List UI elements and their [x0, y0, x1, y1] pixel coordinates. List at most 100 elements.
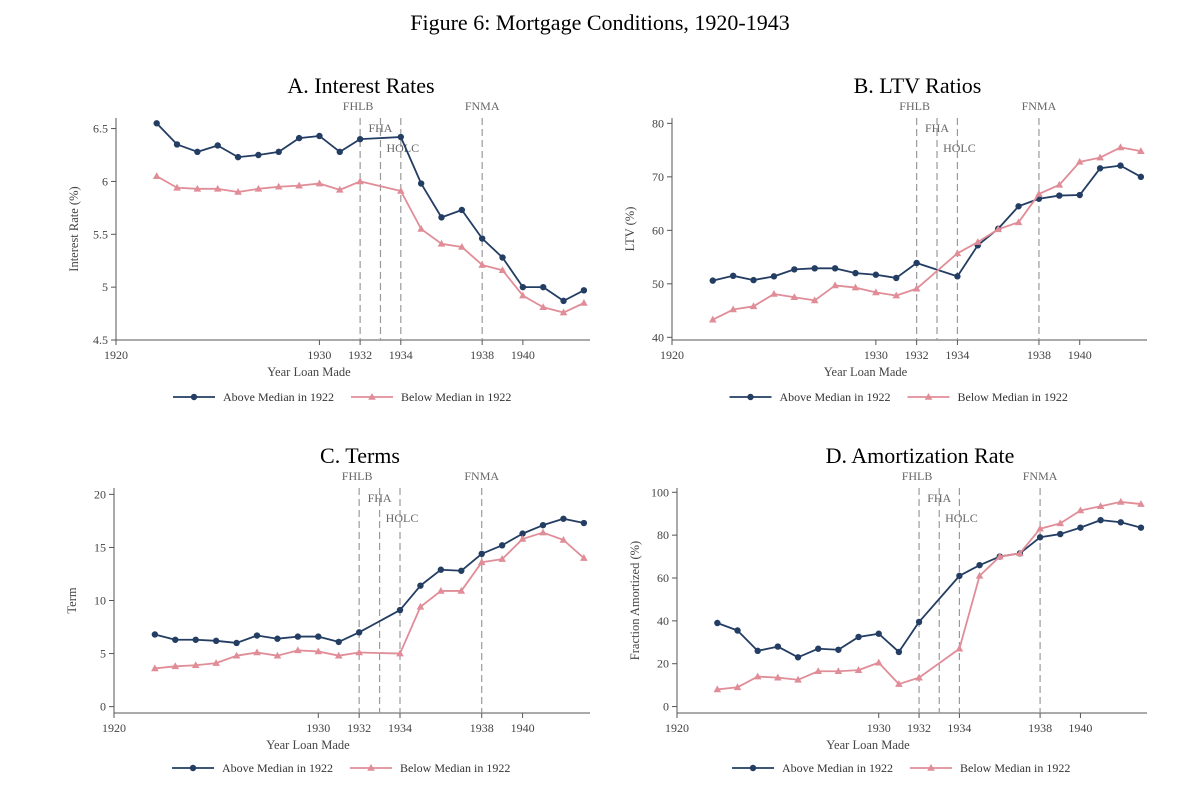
y-tick-label: 0: [100, 700, 106, 714]
data-point-below: [831, 281, 839, 289]
data-point-above: [172, 636, 179, 643]
data-point-below: [519, 291, 527, 299]
y-tick-label: 4.5: [93, 333, 108, 347]
data-point-below: [559, 536, 568, 543]
x-tick-label: 1930: [307, 348, 331, 362]
data-point-below: [955, 644, 964, 652]
data-point-below: [733, 683, 742, 691]
data-point-above: [519, 283, 527, 291]
data-point-above: [1097, 516, 1104, 524]
data-point-above: [714, 619, 721, 627]
policy-label-fhlb: FHLB: [343, 99, 374, 113]
data-point-above: [255, 151, 262, 159]
data-point-below: [1116, 497, 1125, 505]
data-point-below: [854, 666, 863, 673]
y-axis-label: Fraction Amortized (%): [628, 541, 642, 660]
data-point-above: [355, 629, 363, 636]
data-point-above: [437, 566, 445, 573]
policy-label-fhlb: FHLB: [899, 99, 930, 113]
x-tick-label: 1932: [905, 348, 929, 362]
y-tick-label: 20: [94, 487, 106, 501]
data-point-above: [954, 273, 961, 280]
data-point-below: [895, 680, 903, 687]
data-point-above: [729, 272, 737, 280]
data-point-below: [315, 179, 324, 187]
x-tick-label: 1920: [102, 721, 126, 735]
x-tick-label: 1938: [470, 348, 494, 362]
data-point-above: [811, 265, 818, 272]
chart-panel-1: A. Interest Rates 4.5 5 5.5 6 6.5 1920 1930 1932…: [67, 73, 590, 404]
data-point-above: [356, 135, 364, 143]
data-point-above: [1056, 192, 1063, 199]
data-point-below: [498, 555, 506, 562]
legend-label-above: Above Median in 1922: [782, 761, 893, 775]
policy-label-holc: HOLC: [943, 141, 976, 155]
data-point-above: [754, 647, 761, 655]
x-tick-label: 1932: [907, 721, 931, 735]
data-point-above: [234, 153, 242, 161]
data-point-above: [519, 530, 526, 537]
data-point-above: [214, 142, 221, 149]
chart-title: D. Amortization Rate: [826, 443, 1015, 468]
data-point-below: [580, 299, 588, 306]
data-point-below: [872, 288, 880, 296]
data-point-below: [457, 586, 466, 594]
data-point-above: [1057, 530, 1064, 538]
data-point-above: [274, 635, 281, 642]
data-point-below: [193, 184, 202, 192]
x-tick-label: 1940: [1068, 721, 1092, 735]
legend: Above Median in 1922 Below Median in 1922: [172, 761, 510, 775]
data-point-above: [335, 638, 342, 646]
data-point-below: [713, 685, 722, 693]
data-point-below: [295, 181, 303, 189]
x-axis-label: Year Loan Made: [266, 738, 350, 752]
data-point-below: [417, 225, 425, 232]
series-line-below: [717, 501, 1142, 691]
legend-marker-below: [367, 764, 375, 771]
data-point-below: [915, 673, 923, 681]
legend-label-below: Below Median in 1922: [401, 390, 511, 404]
data-point-below: [253, 648, 261, 656]
y-tick-label: 100: [651, 485, 669, 499]
y-axis-label: Term: [65, 587, 79, 613]
policy-label-fha: FHA: [927, 491, 951, 505]
data-point-below: [171, 662, 180, 670]
x-tick-label: 1940: [511, 721, 535, 735]
data-point-below: [294, 646, 302, 654]
data-point-above: [417, 180, 425, 187]
data-point-below: [335, 185, 344, 193]
policy-label-fha: FHA: [925, 121, 949, 135]
data-point-above: [1117, 162, 1124, 169]
policy-label-fhlb: FHLB: [902, 469, 933, 483]
legend-marker-above: [747, 393, 754, 401]
legend-label-below: Below Median in 1922: [958, 390, 1068, 404]
data-point-above: [1076, 191, 1083, 199]
policy-label-fhlb: FHLB: [342, 469, 373, 483]
data-point-above: [275, 148, 282, 156]
data-point-below: [539, 303, 548, 311]
legend-label-below: Below Median in 1922: [400, 761, 510, 775]
data-point-above: [831, 265, 839, 272]
data-point-above: [316, 132, 323, 140]
data-point-below: [729, 305, 737, 313]
series-line-above: [154, 517, 585, 644]
x-tick-label: 1934: [389, 348, 413, 362]
data-point-above: [478, 550, 485, 558]
y-tick-label: 5: [102, 280, 108, 294]
data-point-below: [749, 302, 758, 310]
data-point-above: [336, 148, 343, 156]
data-point-above: [173, 141, 181, 148]
policy-label-fnma: FNMA: [465, 99, 500, 113]
policy-label-holc: HOLC: [945, 511, 978, 525]
data-point-above: [956, 572, 963, 580]
x-tick-label: 1932: [347, 721, 371, 735]
data-point-above: [233, 639, 240, 647]
data-point-below: [851, 283, 860, 291]
data-point-above: [895, 648, 903, 656]
chart-panel-2: B. LTV Ratios 40 50 60 70 80 1920 1930 1932 1934 1…: [623, 73, 1147, 404]
y-tick-label: 60: [652, 223, 664, 237]
data-point-below: [437, 586, 445, 594]
data-point-above: [774, 643, 782, 650]
data-point-below: [1055, 180, 1064, 188]
data-point-below: [1014, 218, 1023, 226]
